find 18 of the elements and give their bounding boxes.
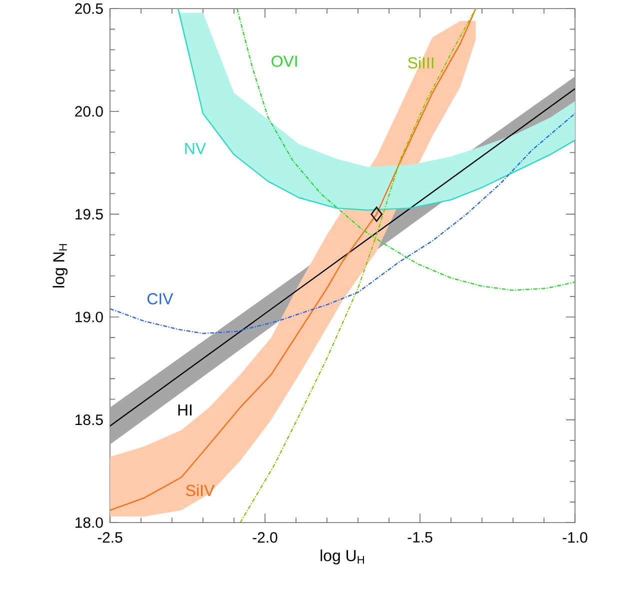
series-label: NV xyxy=(185,143,206,154)
y-tick-label: 19.5 xyxy=(76,209,103,220)
y-tick-label: 18.0 xyxy=(76,518,103,528)
series-label: SiIII xyxy=(408,57,434,69)
series-label: SiIV xyxy=(186,484,215,496)
x-tick-label: -1.0 xyxy=(562,532,588,543)
series-label: OVI xyxy=(272,56,297,68)
y-tick-label: 20.0 xyxy=(75,106,103,117)
series-label: CIV xyxy=(148,293,174,305)
y-tick-label: 20.5 xyxy=(75,4,103,14)
series-label: HI xyxy=(178,404,192,416)
x-tick-label: -2.0 xyxy=(252,532,278,543)
y-tick-label: 18.5 xyxy=(76,414,103,426)
x-tick-label: -1.5 xyxy=(408,532,432,543)
x-tick-label: -2.5 xyxy=(98,532,122,543)
y-axis-title: log N$_{H}$ xyxy=(52,244,68,288)
x-axis-title: log U$_{H}$ xyxy=(320,550,364,565)
y-tick-label: 19.0 xyxy=(76,312,103,322)
